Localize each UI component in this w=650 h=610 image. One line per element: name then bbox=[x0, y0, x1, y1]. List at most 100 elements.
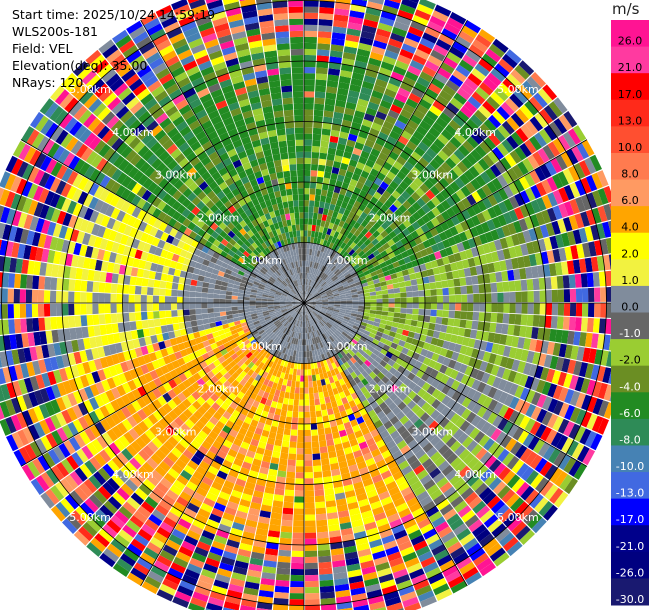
gate-cell bbox=[304, 381, 309, 388]
gate-cell bbox=[286, 410, 293, 418]
gate-cell bbox=[322, 183, 329, 191]
gate-cell bbox=[309, 399, 315, 406]
gate-cell bbox=[469, 329, 478, 339]
gate-cell bbox=[74, 291, 81, 303]
gate-cell bbox=[281, 403, 288, 411]
gate-cell bbox=[462, 452, 475, 465]
gate-cell bbox=[311, 288, 316, 294]
gate-cell bbox=[313, 268, 317, 275]
gate-cell bbox=[482, 243, 491, 254]
gate-cell bbox=[306, 242, 311, 249]
gate-cell bbox=[352, 213, 360, 222]
gate-cell bbox=[558, 402, 570, 418]
gate-cell bbox=[574, 273, 582, 288]
gate-cell bbox=[343, 369, 351, 377]
gate-cell bbox=[479, 141, 492, 154]
gate-cell bbox=[459, 250, 468, 261]
gate-cell bbox=[323, 285, 330, 290]
gate-cell bbox=[457, 505, 472, 518]
gate-cell bbox=[386, 425, 397, 435]
gate-cell bbox=[357, 311, 364, 316]
gate-cell bbox=[315, 410, 322, 418]
gate-cell bbox=[411, 87, 425, 99]
gate-cell bbox=[495, 271, 503, 283]
gate-cell bbox=[428, 420, 439, 431]
gate-cell bbox=[352, 297, 359, 301]
gate-cell bbox=[435, 316, 443, 325]
gate-cell bbox=[425, 246, 434, 255]
gate-cell bbox=[394, 332, 402, 340]
gate-cell bbox=[324, 98, 336, 106]
gate-cell bbox=[422, 93, 436, 105]
gate-cell bbox=[459, 420, 471, 432]
gate-cell bbox=[304, 387, 309, 394]
gate-cell bbox=[312, 127, 322, 135]
gate-cell bbox=[411, 314, 419, 321]
gate-cell bbox=[414, 433, 426, 444]
gate-cell bbox=[546, 207, 557, 222]
gate-cell bbox=[380, 10, 397, 21]
gate-cell bbox=[425, 335, 433, 344]
gate-cell bbox=[441, 384, 451, 395]
gate-cell bbox=[547, 141, 561, 157]
gate-cell bbox=[301, 351, 304, 358]
gate-cell bbox=[315, 276, 319, 282]
gate-cell bbox=[333, 293, 340, 297]
gate-cell bbox=[339, 131, 349, 140]
gate-cell bbox=[523, 255, 531, 268]
gate-cell bbox=[350, 206, 359, 214]
gate-cell bbox=[491, 177, 503, 191]
gate-cell bbox=[307, 293, 313, 299]
gate-cell bbox=[514, 412, 525, 427]
gate-cell bbox=[420, 248, 429, 257]
gate-cell bbox=[376, 303, 383, 307]
gate-cell bbox=[318, 561, 332, 569]
gate-cell bbox=[552, 205, 563, 220]
gate-cell bbox=[410, 20, 426, 32]
gate-cell bbox=[322, 317, 329, 322]
gate-cell bbox=[309, 304, 316, 308]
gate-cell bbox=[539, 108, 553, 125]
gate-cell bbox=[426, 210, 436, 221]
gate-cell bbox=[255, 303, 262, 306]
gate-cell bbox=[327, 305, 335, 308]
gate-cell bbox=[333, 14, 349, 22]
gate-cell bbox=[304, 393, 310, 400]
gate-cell bbox=[405, 286, 413, 292]
gate-cell bbox=[506, 541, 523, 557]
gate-cell bbox=[312, 255, 317, 263]
gate-cell bbox=[513, 220, 523, 233]
gate-cell bbox=[476, 187, 487, 200]
gate-cell bbox=[383, 141, 395, 151]
gate-cell bbox=[451, 270, 460, 279]
gate-cell bbox=[584, 257, 593, 273]
gate-cell bbox=[478, 29, 496, 43]
gate-cell bbox=[495, 323, 503, 334]
gate-cell bbox=[326, 322, 333, 328]
gate-cell bbox=[319, 7, 334, 15]
gate-cell bbox=[517, 256, 525, 269]
gate-cell bbox=[319, 226, 325, 233]
gate-cell bbox=[556, 434, 569, 451]
gate-cell bbox=[459, 319, 467, 328]
gate-cell bbox=[548, 101, 563, 118]
gate-cell bbox=[424, 261, 433, 270]
gate-cell bbox=[541, 411, 553, 426]
gate-cell bbox=[320, 272, 326, 279]
gate-cell bbox=[487, 332, 496, 343]
gate-cell bbox=[557, 371, 567, 387]
gate-cell bbox=[183, 297, 190, 303]
gate-cell bbox=[545, 368, 556, 383]
gate-cell bbox=[502, 345, 512, 358]
gate-cell bbox=[388, 151, 399, 161]
gate-cell bbox=[356, 314, 364, 319]
gate-cell bbox=[434, 181, 445, 193]
gate-cell bbox=[328, 319, 335, 325]
gate-cell bbox=[482, 77, 498, 91]
gate-cell bbox=[417, 422, 429, 433]
gate-cell bbox=[389, 180, 399, 190]
gate-cell bbox=[466, 399, 477, 412]
gate-cell bbox=[353, 167, 363, 176]
gate-cell bbox=[237, 306, 244, 310]
gate-cell bbox=[146, 295, 153, 303]
